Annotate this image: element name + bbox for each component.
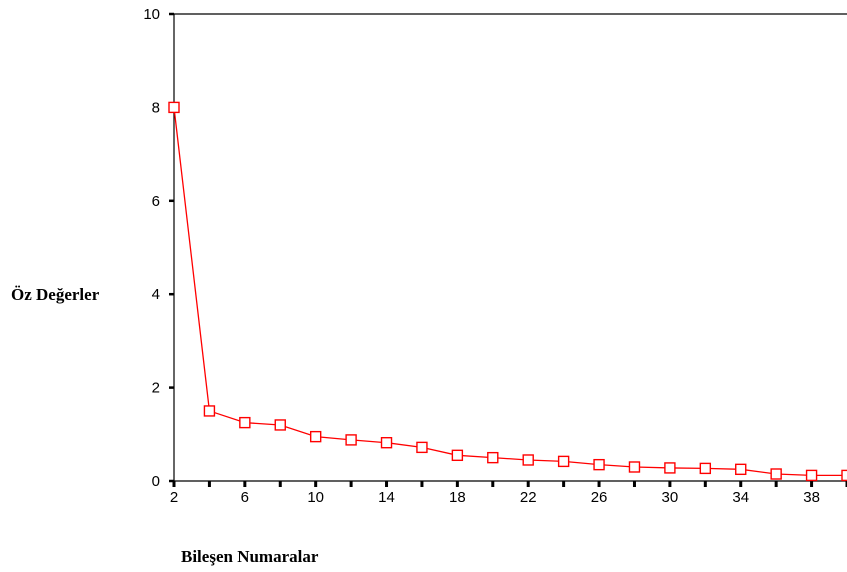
data-point-14 [380,437,393,449]
x-tick-label-38: 38 [803,489,820,506]
data-point-12 [345,434,357,446]
axes [173,13,847,482]
data-point-2 [168,101,180,114]
data-point-34 [735,463,747,476]
y-tick-label-8: 8 [152,99,160,116]
data-point-18 [451,449,464,462]
data-point-6 [239,416,251,429]
series-layer [168,101,847,482]
y-tick-label-2: 2 [152,380,160,397]
y-tick-label-0: 0 [152,473,160,490]
x-tick-label-14: 14 [378,489,395,506]
data-point-40 [841,469,847,482]
data-point-22 [522,454,534,466]
y-tick-label-4: 4 [152,286,160,303]
series-line-0 [173,107,847,477]
data-point-32 [699,462,712,475]
x-tick-label-30: 30 [662,489,679,506]
data-point-26 [593,458,605,471]
data-point-16 [416,441,428,454]
data-point-4 [203,405,216,417]
y-axis-title: Öz Değerler [11,285,100,304]
data-point-28 [628,461,641,473]
data-point-30 [664,462,676,474]
x-tick-label-2: 2 [170,489,178,506]
x-tick-label-18: 18 [449,489,466,506]
data-point-8 [274,419,286,431]
data-point-10 [309,430,322,443]
data-point-36 [770,468,782,480]
x-tick-label-22: 22 [520,489,537,506]
x-tick-label-6: 6 [241,489,249,506]
x-tick-label-26: 26 [591,489,608,506]
x-tick-label-10: 10 [307,489,324,506]
y-tick-label-10: 10 [143,6,160,23]
x-axis-title: Bileşen Numaralar [181,547,319,566]
data-point-20 [487,451,499,464]
data-point-38 [805,469,818,482]
x-tick-label-34: 34 [732,489,749,506]
y-tick-label-6: 6 [152,193,160,210]
data-point-24 [557,455,570,468]
